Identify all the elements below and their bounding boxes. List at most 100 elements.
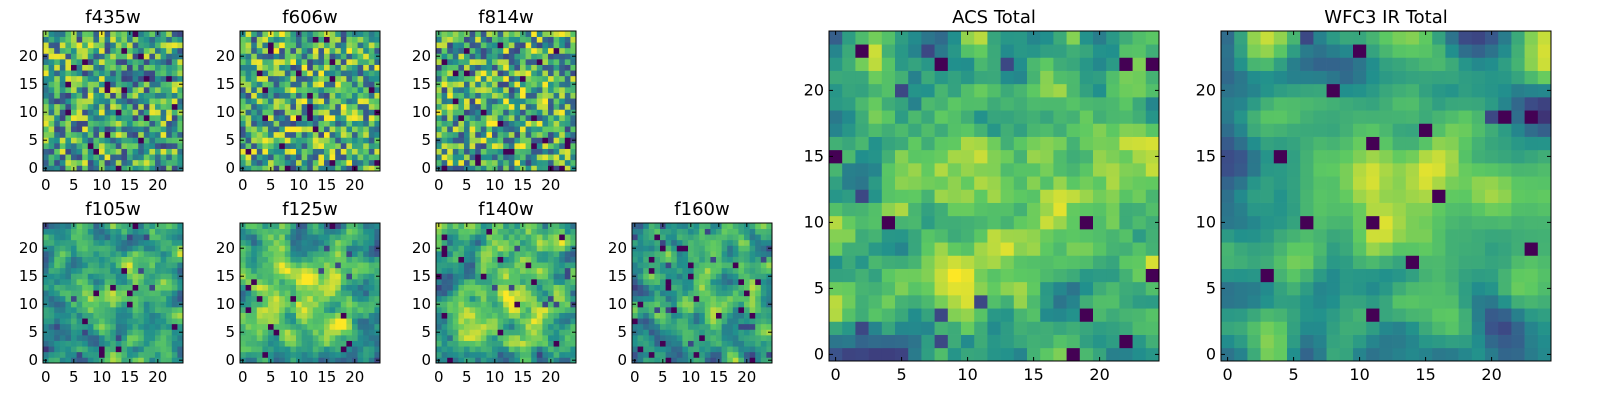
heatmap-cell xyxy=(1132,229,1147,243)
heatmap-cell xyxy=(531,262,538,269)
heatmap-cell xyxy=(273,131,280,138)
heatmap-cell xyxy=(312,143,319,149)
heatmap-cell xyxy=(766,307,773,313)
heatmap-cell xyxy=(531,239,538,246)
heatmap-cell xyxy=(1132,163,1147,177)
heatmap-cell xyxy=(76,312,83,319)
x-tick-label: 15 xyxy=(317,368,336,386)
heatmap-cell xyxy=(464,36,470,43)
heatmap-cell xyxy=(660,279,666,285)
heatmap-cell xyxy=(240,335,246,341)
heatmap-cell xyxy=(452,143,459,149)
heatmap-cell xyxy=(318,59,325,65)
heatmap-cell xyxy=(716,228,722,235)
heatmap-cell xyxy=(352,239,358,246)
heatmap-cell xyxy=(693,346,700,353)
heatmap-cell xyxy=(559,290,566,297)
heatmap-cell xyxy=(486,109,493,116)
heatmap-cell xyxy=(508,92,515,99)
heatmap-cell xyxy=(475,126,482,133)
heatmap-cell xyxy=(177,267,184,274)
heatmap-cell xyxy=(514,329,521,336)
panel-title: f125w xyxy=(282,199,337,220)
heatmap-cell xyxy=(1119,176,1133,190)
heatmap-cell xyxy=(542,295,549,302)
heatmap-cell xyxy=(312,340,319,347)
heatmap-cell xyxy=(82,351,89,358)
heatmap-cell xyxy=(643,346,650,353)
heatmap-cell xyxy=(262,239,269,246)
heatmap-cell xyxy=(447,262,454,269)
heatmap-cell xyxy=(531,228,538,235)
heatmap-cell xyxy=(71,267,77,274)
heatmap-cell xyxy=(452,323,459,330)
heatmap-cell xyxy=(121,98,128,105)
heatmap-cell xyxy=(245,290,252,297)
heatmap-cell xyxy=(699,234,706,241)
heatmap-cell xyxy=(363,59,370,65)
heatmap-cell xyxy=(632,256,638,263)
heatmap-cell xyxy=(301,120,308,127)
heatmap-cell xyxy=(1053,189,1067,203)
heatmap-cell xyxy=(665,273,672,280)
heatmap-cell xyxy=(335,329,342,336)
heatmap-cell xyxy=(755,223,762,229)
heatmap-cell xyxy=(570,98,577,105)
heatmap-cell xyxy=(104,36,111,43)
heatmap-cell xyxy=(93,312,100,319)
heatmap-cell xyxy=(357,53,364,60)
heatmap-cell xyxy=(868,215,883,230)
heatmap-cell xyxy=(82,36,89,43)
heatmap-cell xyxy=(93,351,100,358)
heatmap-cell xyxy=(127,103,133,110)
heatmap-cell xyxy=(492,103,498,110)
heatmap-cell xyxy=(475,159,482,166)
heatmap-cell xyxy=(273,301,280,308)
heatmap-cell xyxy=(71,115,77,121)
heatmap-cell xyxy=(82,312,89,319)
heatmap-cell xyxy=(921,347,935,362)
heatmap-cell xyxy=(693,301,700,308)
heatmap-cell xyxy=(469,256,476,263)
heatmap-cell xyxy=(497,346,504,353)
heatmap-cell xyxy=(447,318,454,325)
heatmap-cell xyxy=(520,323,526,330)
heatmap-cell xyxy=(110,103,117,110)
heatmap-cell xyxy=(121,295,128,302)
heatmap-cell xyxy=(104,137,111,144)
heatmap-cell xyxy=(312,154,319,161)
heatmap-cell xyxy=(480,53,487,60)
heatmap-cell xyxy=(284,98,291,105)
heatmap-cell xyxy=(732,346,739,353)
heatmap-cell xyxy=(497,109,504,116)
heatmap-cell xyxy=(256,256,263,263)
heatmap-cell xyxy=(548,115,554,121)
heatmap-cell xyxy=(251,148,258,155)
heatmap-cell xyxy=(671,323,678,330)
heatmap-cell xyxy=(273,103,280,110)
heatmap-cell xyxy=(458,120,465,127)
heatmap-cell xyxy=(357,70,364,77)
heatmap-cell xyxy=(637,346,644,353)
heatmap-cell xyxy=(632,318,638,325)
heatmap-cell xyxy=(704,284,711,291)
heatmap-cell xyxy=(508,323,515,330)
heatmap-cell xyxy=(447,75,454,82)
heatmap-cell xyxy=(324,81,330,88)
heatmap-cell xyxy=(318,329,325,336)
heatmap-cell xyxy=(245,165,252,172)
heatmap-cell xyxy=(676,318,683,325)
heatmap-cell xyxy=(508,59,515,65)
heatmap-cell xyxy=(520,267,526,274)
heatmap-cell xyxy=(155,115,161,121)
heatmap-cell xyxy=(166,36,173,43)
heatmap-cell xyxy=(290,228,297,235)
heatmap-cell xyxy=(149,42,156,49)
heatmap-cell xyxy=(43,346,49,353)
heatmap-cell xyxy=(921,215,935,230)
heatmap-cell xyxy=(564,148,571,155)
heatmap-cell xyxy=(536,31,543,37)
heatmap-cell xyxy=(503,312,510,319)
heatmap-cell xyxy=(469,64,476,71)
heatmap-cell xyxy=(564,75,571,82)
